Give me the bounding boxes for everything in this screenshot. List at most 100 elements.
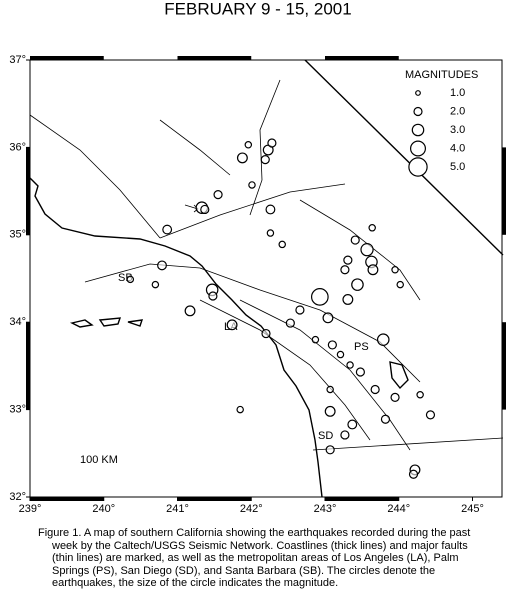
legend-label: 1.0 (450, 87, 465, 99)
earthquake (184, 305, 196, 317)
legend-title: MAGNITUDES (405, 69, 478, 81)
legend-circle (408, 157, 428, 177)
earthquake (267, 138, 277, 148)
earthquake (265, 204, 276, 215)
map-title: FEBRUARY 9 - 15, 2001 (164, 0, 351, 18)
x-tick-label: 244° (387, 503, 410, 515)
earthquake (360, 243, 374, 257)
x-tick-label: 241° (166, 503, 189, 515)
border-bar (325, 497, 399, 501)
earthquake (368, 224, 376, 232)
fault (199, 299, 371, 441)
map-frame (29, 59, 503, 498)
border-bar (177, 497, 252, 501)
earthquake (324, 405, 336, 417)
earthquake (208, 291, 218, 301)
y-tick-label: 36° (9, 141, 26, 153)
fault (29, 114, 161, 239)
border-bar (325, 56, 399, 60)
state-border (304, 59, 504, 256)
scale-label: 100 KM (80, 454, 118, 466)
earthquake (295, 305, 305, 315)
earthquake (380, 414, 391, 424)
city-label: SD (318, 430, 333, 442)
earthquake (416, 390, 424, 399)
earthquake (350, 235, 360, 245)
earthquake (278, 240, 286, 249)
earthquake (342, 294, 354, 305)
earthquake (200, 204, 210, 215)
x-tick-label: 239° (19, 503, 42, 515)
map: FEBRUARY 9 - 15, 2001 SB LA PS SD 100 KM… (9, 0, 506, 515)
mexico-border (312, 437, 504, 451)
border-bar (502, 147, 506, 235)
legend-label: 2.0 (450, 105, 465, 117)
earthquake (408, 469, 419, 479)
earthquake (347, 419, 358, 430)
border-bar (502, 322, 506, 410)
earthquake (367, 264, 379, 276)
earthquake (370, 384, 380, 395)
earthquake (340, 265, 350, 275)
fault (249, 79, 281, 216)
y-tick-label: 34° (9, 316, 26, 328)
y-tick-label: 32° (9, 491, 26, 503)
city-label: PS (354, 341, 369, 353)
earthquake (226, 319, 238, 331)
earthquake (248, 181, 256, 189)
earthquake (311, 335, 320, 344)
earthquake (325, 445, 335, 455)
y-tick-label: 35° (9, 229, 26, 241)
earthquake (266, 229, 275, 237)
geography (29, 59, 504, 498)
earthquake (351, 278, 364, 291)
border-bar (26, 147, 30, 235)
earthquake (285, 318, 295, 328)
earthquake (326, 385, 334, 394)
x-tick-label: 242° (240, 503, 263, 515)
earthquake (236, 152, 248, 164)
islands (69, 317, 409, 390)
coastline (29, 177, 323, 498)
earthquake (261, 328, 271, 339)
earthquake (244, 141, 253, 149)
earthquake (425, 410, 436, 420)
earthquake (355, 367, 365, 377)
earthquake (343, 255, 353, 265)
fault (159, 183, 346, 239)
earthquake (376, 333, 390, 346)
fault (159, 119, 231, 176)
earthquake (260, 155, 270, 165)
y-tick-label: 33° (9, 404, 26, 416)
x-tick-label: 243° (314, 503, 337, 515)
fault (239, 299, 411, 451)
earthquake (390, 392, 400, 402)
border-bar (26, 322, 30, 410)
earthquake (162, 224, 173, 235)
earthquake (236, 405, 244, 414)
earthquake (340, 430, 350, 440)
legend-label: 3.0 (450, 124, 465, 136)
legend-label: 5.0 (450, 161, 465, 173)
fault (84, 263, 421, 383)
legend-circle (415, 90, 421, 96)
earthquake (310, 288, 329, 306)
earthquake (396, 280, 404, 289)
earthquake (151, 280, 160, 289)
earthquake (322, 312, 334, 324)
legend-circle (411, 123, 425, 137)
legend-label: 4.0 (450, 142, 465, 154)
x-tick-label: 240° (92, 503, 115, 515)
fault (299, 199, 421, 301)
earthquake (327, 340, 337, 350)
border-bar (177, 56, 252, 60)
border-bar (30, 497, 104, 501)
earthquake (336, 350, 345, 359)
earthquake (391, 266, 399, 274)
legend-circle (413, 106, 423, 117)
caption: Figure 1. A map of southern California s… (38, 527, 471, 589)
earthquake (346, 361, 354, 369)
earthquake (126, 275, 135, 284)
x-tick-label: 245° (461, 503, 484, 515)
